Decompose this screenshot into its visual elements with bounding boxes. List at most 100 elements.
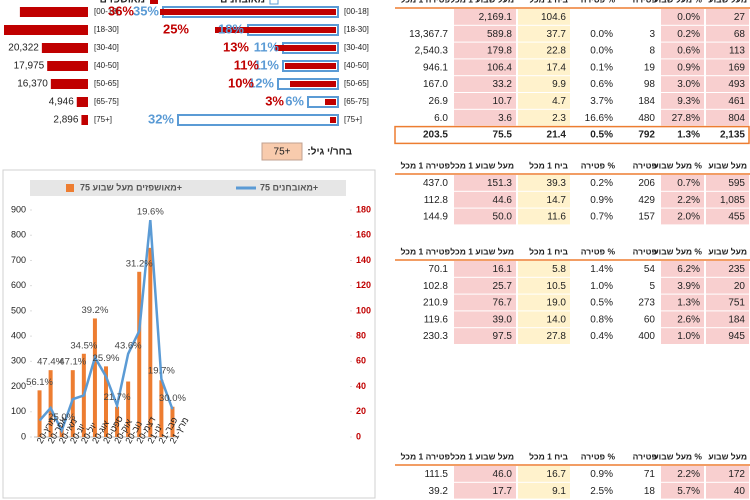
table-cell: 70.1 bbox=[429, 264, 449, 275]
table-cell: 27 bbox=[734, 12, 746, 23]
table-cell: 1,085 bbox=[720, 195, 745, 206]
cell-bg bbox=[454, 191, 516, 208]
count-bar bbox=[19, 7, 88, 17]
hospitalized-bar bbox=[285, 63, 336, 69]
table-cell: 437.0 bbox=[423, 178, 448, 189]
annotation: 19.6% bbox=[137, 207, 164, 218]
table-cell: 106.4 bbox=[487, 62, 512, 73]
cell-bg bbox=[518, 59, 570, 76]
table-cell: 1.0% bbox=[590, 281, 613, 292]
table-header: מעל שבוע 1 מכל bbox=[450, 451, 514, 461]
line bbox=[38, 219, 174, 434]
table-cell: 157 bbox=[638, 212, 655, 223]
cell-bg bbox=[661, 191, 704, 208]
table-cell: 40 bbox=[734, 486, 746, 497]
table-cell: 0.8% bbox=[590, 314, 613, 325]
table-cell: 19 bbox=[644, 62, 656, 73]
y2-tick-label: 160 bbox=[356, 230, 371, 240]
table-cell: 21.4 bbox=[547, 130, 567, 141]
cell-bg bbox=[706, 42, 749, 59]
cell-bg bbox=[706, 261, 749, 277]
cell-bg bbox=[454, 294, 516, 311]
table-cell: 0.7% bbox=[590, 212, 613, 223]
table-cell: 179.8 bbox=[487, 46, 512, 57]
hospitalized-bar bbox=[275, 45, 336, 51]
bar bbox=[148, 247, 153, 437]
y2-tick-label: 40 bbox=[356, 381, 366, 391]
cell-bg bbox=[706, 25, 749, 42]
table-cell: 945 bbox=[728, 331, 745, 342]
table-cell: 144.9 bbox=[423, 212, 448, 223]
table-cell: 33.2 bbox=[493, 79, 513, 90]
table-cell: 5.8 bbox=[552, 264, 566, 275]
y-tick-label: 300 bbox=[11, 356, 26, 366]
y-tick-label: 700 bbox=[11, 255, 26, 265]
cell-bg bbox=[518, 482, 570, 499]
table-cell: 5 bbox=[649, 281, 655, 292]
table-cell: 0.0% bbox=[677, 12, 700, 23]
cell-bg bbox=[454, 466, 516, 482]
cell-bg bbox=[518, 25, 570, 42]
hospitalized-bar bbox=[325, 99, 336, 105]
cell-bg bbox=[518, 208, 570, 225]
table-cell: 0.0% bbox=[590, 29, 613, 40]
table-cell: 22.8 bbox=[547, 46, 567, 57]
table-header: פטירה 1 מכל bbox=[401, 246, 451, 256]
hospitalized-bar bbox=[330, 117, 336, 123]
cell-bg bbox=[454, 9, 516, 25]
cell-bg bbox=[518, 328, 570, 344]
table-cell: 0.9% bbox=[590, 469, 613, 480]
table-cell: 16.7 bbox=[547, 469, 567, 480]
table-cell: 804 bbox=[728, 113, 745, 124]
cell-bg bbox=[454, 59, 516, 76]
cell-bg bbox=[661, 466, 704, 482]
cell-bg bbox=[454, 93, 516, 109]
table-header: % מעל שבוע bbox=[653, 246, 702, 256]
cell-bg bbox=[706, 93, 749, 109]
table-cell: 230.3 bbox=[423, 331, 448, 342]
age-select-cell[interactable] bbox=[261, 142, 303, 161]
table-cell: 2,540.3 bbox=[415, 46, 449, 57]
age-label-right: [30-40] bbox=[344, 43, 369, 52]
table-cell: 26.9 bbox=[429, 96, 449, 107]
table-header: מעל שבוע bbox=[708, 246, 747, 256]
table-cell: 5.7% bbox=[677, 486, 700, 497]
y-tick-label: 900 bbox=[11, 204, 26, 214]
diagnosed-label: 35% bbox=[133, 3, 159, 18]
table-cell: 0.9% bbox=[677, 62, 700, 73]
table-cell: 0.4% bbox=[590, 331, 613, 342]
table-cell: 206 bbox=[638, 178, 655, 189]
bar bbox=[170, 406, 175, 437]
table-cell: 39.2 bbox=[429, 486, 449, 497]
age-label: [30-40] bbox=[94, 43, 119, 52]
legend-band bbox=[30, 180, 346, 196]
table-cell: 25.7 bbox=[493, 281, 513, 292]
table-header: ביח 1 מכל bbox=[529, 160, 568, 170]
table-cell: 9.9 bbox=[552, 79, 566, 90]
cell-bg bbox=[518, 175, 570, 191]
table-cell: 75.5 bbox=[493, 130, 513, 141]
table-cell: 2,135 bbox=[720, 130, 745, 141]
table-cell: 184 bbox=[728, 314, 745, 325]
cell-bg bbox=[518, 109, 570, 126]
table-cell: 46.0 bbox=[493, 469, 513, 480]
age-select-value[interactable]: 75+ bbox=[274, 147, 291, 158]
count-bar bbox=[47, 61, 88, 71]
cell-bg bbox=[454, 42, 516, 59]
legend-label: מאובחנים bbox=[220, 0, 265, 6]
table-header: פטירה bbox=[633, 246, 658, 256]
count-label: 2,896 bbox=[53, 115, 78, 126]
table-header: מעל שבוע 1 מכל bbox=[450, 0, 514, 4]
table-cell: 0.5% bbox=[590, 298, 613, 309]
table-header: % פטירה bbox=[581, 451, 616, 461]
cell-bg bbox=[661, 109, 704, 126]
table-cell: 98 bbox=[644, 79, 656, 90]
cell-bg bbox=[706, 294, 749, 311]
table-cell: 792 bbox=[638, 130, 655, 141]
bar bbox=[104, 366, 108, 437]
table-cell: 589.8 bbox=[487, 29, 512, 40]
table-cell: 17.4 bbox=[547, 62, 567, 73]
annotation: 47.1% bbox=[59, 357, 86, 368]
table-cell: 9.3% bbox=[677, 96, 700, 107]
